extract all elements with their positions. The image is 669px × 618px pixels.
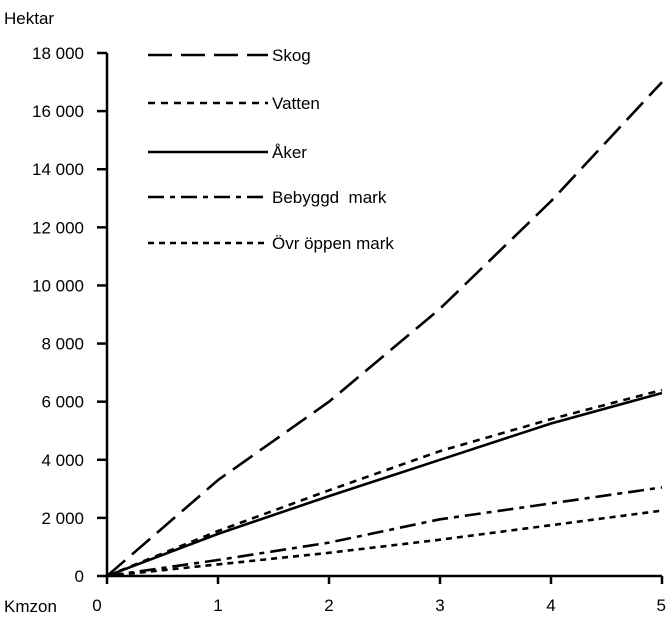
x-tick-label: 2 xyxy=(324,596,333,615)
x-axis-ticks: 0 1 2 3 4 5 xyxy=(92,576,666,615)
series-lines xyxy=(106,81,663,578)
y-axis-title: Hektar xyxy=(4,9,54,28)
y-axis-ticks: 0 2 000 4 000 6 000 8 000 10 000 12 000 14 000 1… xyxy=(32,44,107,586)
legend-label: Vatten xyxy=(272,94,320,113)
x-tick-label: 3 xyxy=(435,596,444,615)
legend-label: Åker xyxy=(272,143,307,162)
series-line-1 xyxy=(106,388,663,578)
legend-label: Övr öppen mark xyxy=(272,234,394,253)
legend-label: Skog xyxy=(272,46,311,65)
legend-label: Bebyggd mark xyxy=(272,188,387,207)
y-tick-label: 6 000 xyxy=(41,393,84,412)
y-tick-label: 0 xyxy=(75,567,84,586)
y-tick-label: 2 000 xyxy=(41,509,84,528)
y-tick-label: 18 000 xyxy=(32,44,84,63)
y-tick-label: 4 000 xyxy=(41,451,84,470)
legend: Skog Vatten Åker Bebyggd mark Övr öppen mark xyxy=(148,46,394,253)
y-tick-label: 14 000 xyxy=(32,160,84,179)
series-line-2 xyxy=(106,391,663,578)
series-line-0 xyxy=(106,81,663,577)
y-tick-label: 8 000 xyxy=(41,335,84,354)
y-tick-label: 10 000 xyxy=(32,276,84,295)
series-line-3 xyxy=(106,486,663,578)
x-tick-label: 1 xyxy=(213,596,222,615)
x-tick-label: 4 xyxy=(546,596,555,615)
x-axis-title: Kmzon xyxy=(4,597,57,616)
y-tick-label: 16 000 xyxy=(32,102,84,121)
x-tick-label: 5 xyxy=(657,596,666,615)
series-line-4 xyxy=(106,509,663,578)
y-tick-label: 12 000 xyxy=(32,218,84,237)
x-tick-label: 0 xyxy=(92,596,101,615)
